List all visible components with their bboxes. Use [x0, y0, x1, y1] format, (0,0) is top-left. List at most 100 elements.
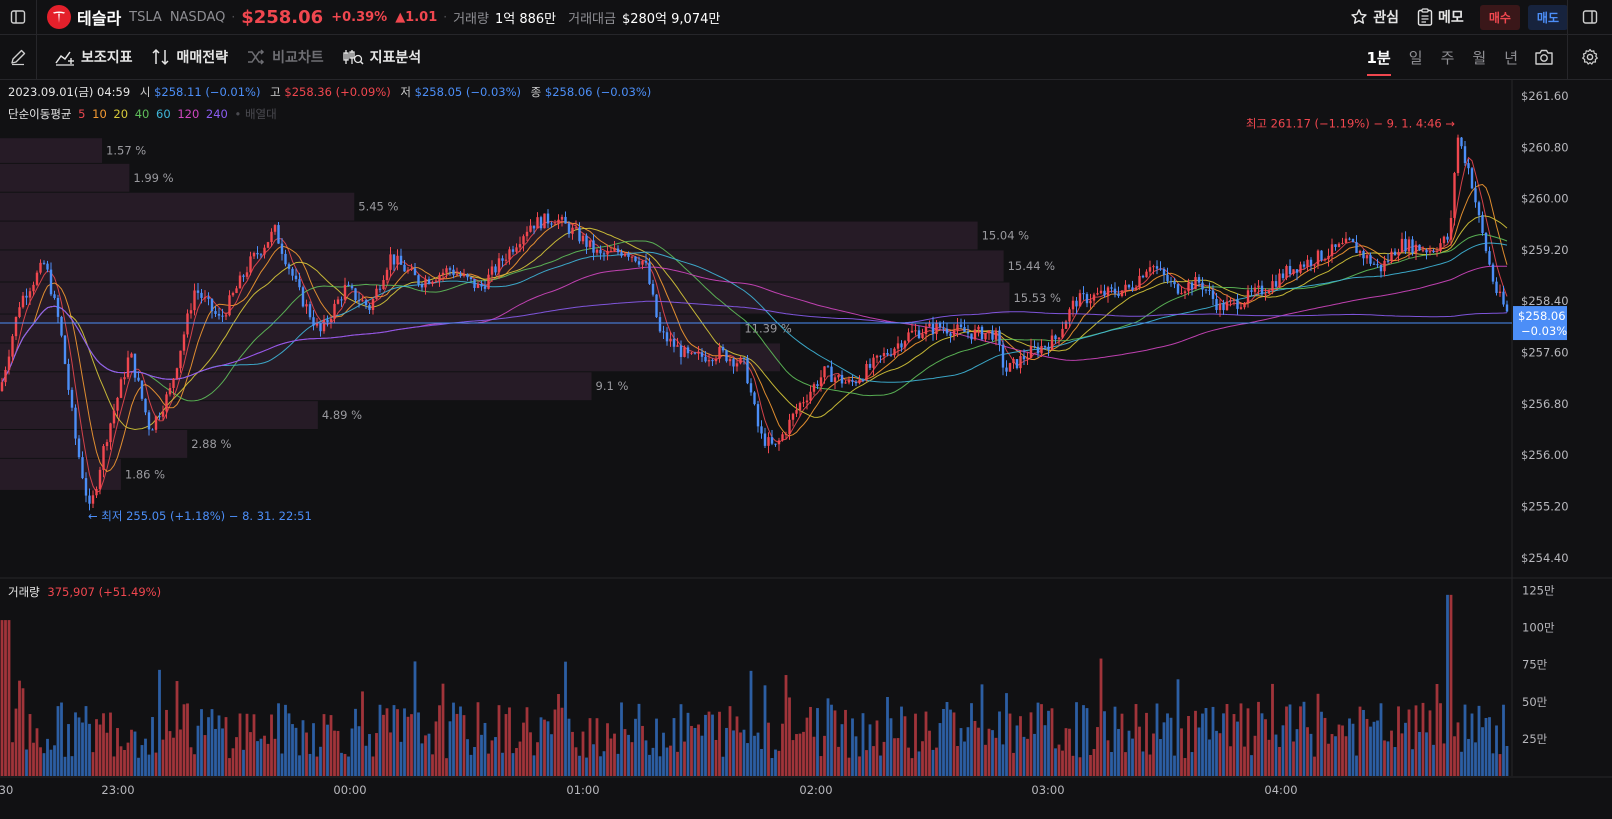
- compare-chart-button[interactable]: 비교차트: [246, 47, 324, 67]
- period-1min-tab[interactable]: 1분: [1366, 47, 1391, 76]
- period-month-tab[interactable]: 월: [1472, 48, 1487, 67]
- volume-bar: [728, 706, 732, 776]
- strategy-button[interactable]: 매매전략: [151, 47, 228, 67]
- volume-bar: [991, 730, 994, 776]
- volume-bar: [217, 715, 221, 776]
- ma-20-line: [1, 215, 1508, 431]
- period-day-tab[interactable]: 일: [1408, 48, 1423, 67]
- candle-body: [200, 292, 203, 298]
- candle-body: [203, 297, 207, 299]
- ma-40-label: 40: [134, 107, 150, 121]
- volume-bar: [354, 708, 357, 776]
- volume-bar: [301, 720, 305, 776]
- volume-value: 1억 886만: [494, 11, 557, 27]
- candle-body: [991, 330, 994, 340]
- candle-body: [112, 410, 116, 424]
- volume-bar: [1169, 717, 1173, 776]
- volume-bar: [368, 734, 371, 776]
- volume-bar: [74, 712, 77, 776]
- candle-body: [1337, 243, 1341, 247]
- analysis-button[interactable]: 지표분석: [342, 47, 421, 67]
- volume-bar: [599, 756, 602, 776]
- change-percent: +0.39%: [331, 9, 388, 25]
- volume-bar: [1229, 746, 1232, 776]
- volume-tick-label: 100만: [1522, 621, 1555, 635]
- stock-name[interactable]: 테슬라: [77, 9, 122, 28]
- volume-bar: [588, 718, 592, 776]
- candle-body: [1260, 285, 1264, 295]
- period-week-tab[interactable]: 주: [1440, 48, 1455, 67]
- volume-bar: [109, 712, 112, 776]
- volume-bar: [1152, 733, 1155, 776]
- candle-body: [1012, 359, 1015, 364]
- volume-bar: [53, 745, 56, 776]
- period-year-tab[interactable]: 년: [1504, 48, 1518, 67]
- volume-bar: [1425, 732, 1428, 776]
- volume-bar: [466, 739, 469, 776]
- candle-body: [1015, 359, 1019, 369]
- candle-body: [1505, 304, 1509, 312]
- ma-legend[interactable]: 단순이동평균 5 10 20 40 60 120 240 • 배열대: [8, 106, 277, 122]
- volume-bar: [1467, 738, 1470, 776]
- candle-body: [1159, 268, 1162, 270]
- volume-bar: [448, 721, 452, 776]
- volume-bar: [1449, 594, 1453, 776]
- volume-bar: [1033, 733, 1036, 776]
- candle-body: [1334, 244, 1337, 247]
- volume-bar: [1141, 751, 1145, 776]
- volume-bar: [130, 729, 133, 776]
- volume-bar: [837, 746, 840, 776]
- volume-bar: [1197, 727, 1201, 776]
- right-panel-toggle-button[interactable]: [1567, 0, 1612, 34]
- volume-bar: [1183, 758, 1187, 776]
- sidebar-toggle-button[interactable]: [0, 0, 37, 34]
- volume-bar: [196, 725, 200, 776]
- buy-button[interactable]: 매수: [1479, 4, 1520, 30]
- volume-bar: [336, 730, 340, 776]
- watch-button[interactable]: 관심: [1350, 7, 1399, 27]
- draw-tool-button[interactable]: [0, 35, 37, 79]
- candle-body: [137, 377, 140, 381]
- volume-bar: [511, 753, 515, 776]
- candle-body: [931, 323, 935, 335]
- candle-body: [1463, 146, 1467, 164]
- volume-profile-bar: [0, 314, 741, 343]
- volume-bar: [280, 753, 284, 776]
- candle-body: [515, 247, 518, 252]
- volume-bar: [182, 704, 186, 776]
- candle-body: [1197, 277, 1201, 283]
- star-icon: [1351, 9, 1367, 24]
- ma-60-label: 60: [156, 107, 171, 121]
- candle-body: [847, 380, 851, 383]
- candle-body: [1054, 335, 1057, 340]
- volume-bar: [102, 713, 105, 776]
- candle-body: [189, 310, 193, 314]
- volume-bar: [214, 728, 217, 776]
- candle-body: [994, 330, 998, 340]
- volume-bar: [1215, 730, 1218, 776]
- volume-bar: [634, 718, 637, 776]
- indicator-button[interactable]: 보조지표: [55, 47, 133, 67]
- candle-body: [658, 317, 662, 332]
- sell-button[interactable]: 매도: [1527, 4, 1568, 30]
- volume-bar: [620, 702, 623, 776]
- chart-settings-button[interactable]: [1567, 35, 1612, 79]
- candle-body: [238, 275, 242, 289]
- candle-body: [1050, 335, 1054, 350]
- volume-bar: [378, 704, 382, 776]
- volume-bar: [1145, 712, 1148, 776]
- volume-legend-label: 거래량: [8, 585, 40, 599]
- volume-bar: [910, 758, 914, 776]
- candle-body: [389, 254, 392, 270]
- candle-body: [476, 283, 480, 288]
- memo-button[interactable]: 메모: [1417, 7, 1464, 27]
- candle-body: [319, 323, 322, 332]
- candle-body: [333, 303, 336, 319]
- candle-body: [154, 416, 158, 430]
- volume-bar: [1491, 753, 1495, 776]
- candle-body: [151, 429, 154, 431]
- screenshot-button[interactable]: [1534, 48, 1554, 66]
- close-label: 종: [530, 85, 542, 99]
- volume-bar: [644, 740, 648, 776]
